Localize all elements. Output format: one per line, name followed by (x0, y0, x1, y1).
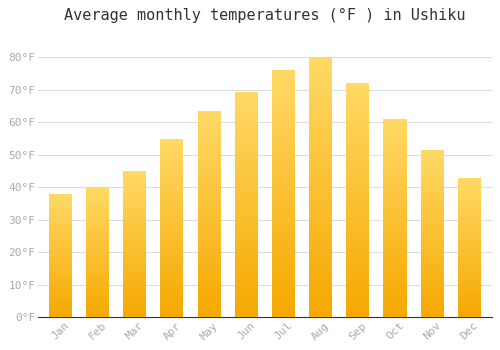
Title: Average monthly temperatures (°F ) in Ushiku: Average monthly temperatures (°F ) in Us… (64, 8, 466, 23)
